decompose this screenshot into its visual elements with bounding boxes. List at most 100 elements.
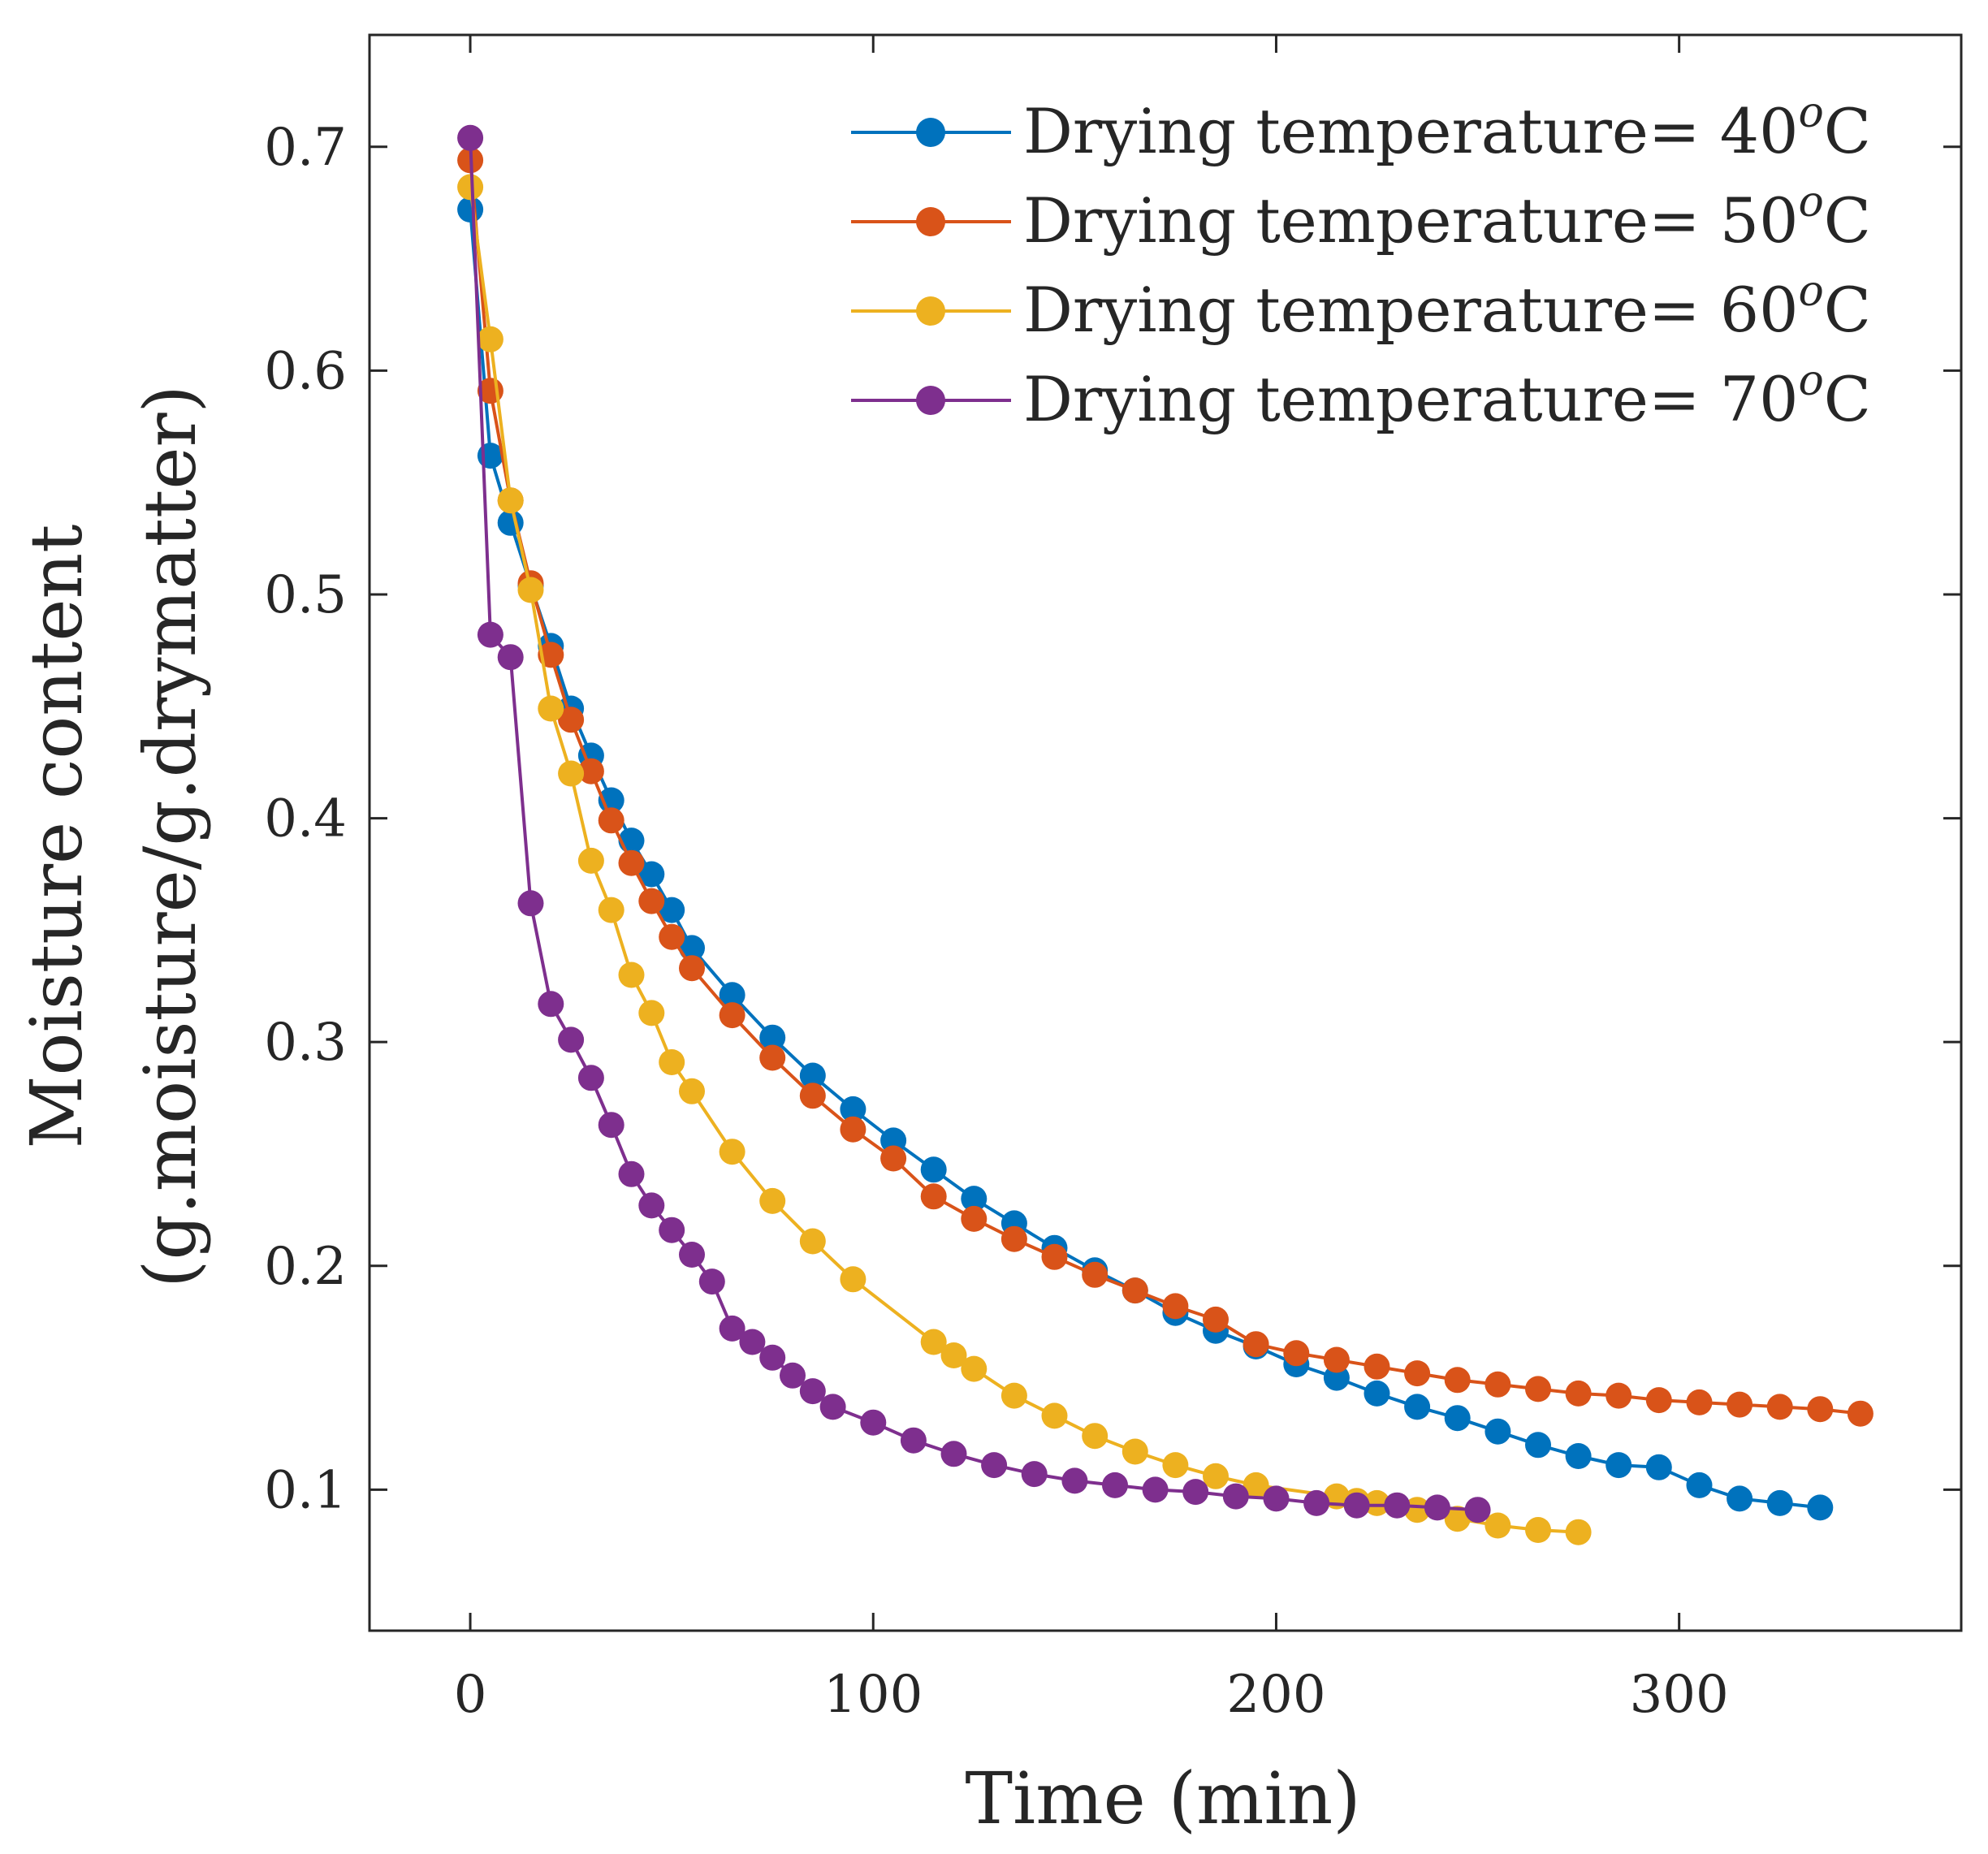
data-point: [558, 1026, 585, 1053]
y-axis-label: Moisture content: [15, 525, 98, 1149]
data-point: [719, 982, 746, 1009]
y-tick-label: 0.7: [264, 118, 347, 178]
data-point: [1364, 1353, 1390, 1380]
data-point: [457, 197, 484, 223]
data-point: [799, 1083, 826, 1109]
legend-marker: [916, 296, 945, 326]
data-point: [1364, 1380, 1390, 1407]
data-point: [1444, 1405, 1471, 1432]
data-point: [1182, 1479, 1209, 1506]
legend-item: Drying temperature= 50oC: [851, 178, 1871, 257]
data-point: [1645, 1454, 1672, 1480]
data-point: [1041, 1402, 1068, 1429]
legend-label-text: Drying temperature= 70: [1023, 363, 1798, 435]
data-point: [1102, 1472, 1128, 1498]
data-point: [1082, 1423, 1109, 1450]
y-tick-label: 0.6: [264, 341, 347, 401]
data-point: [577, 847, 604, 874]
data-point: [1565, 1519, 1592, 1545]
data-point: [659, 1049, 685, 1075]
x-axis-label: Time (min): [965, 1757, 1360, 1840]
y-tick-label: 0.3: [264, 1013, 347, 1073]
data-point: [659, 1217, 685, 1243]
y-tick-label: 0.2: [264, 1237, 347, 1297]
data-point: [1444, 1367, 1471, 1394]
y-tick-label: 0.4: [264, 789, 347, 849]
series-layer: [457, 124, 1873, 1545]
data-point: [880, 1127, 907, 1154]
data-point: [1242, 1472, 1269, 1498]
data-point: [961, 1186, 988, 1212]
data-point: [860, 1409, 887, 1436]
legend-label: Drying temperature= 60oC: [1023, 267, 1871, 346]
data-point: [799, 1062, 826, 1089]
data-point: [1444, 1506, 1471, 1532]
legend-label-text: Drying temperature= 50: [1023, 184, 1798, 257]
data-point: [920, 1329, 947, 1355]
data-point: [1222, 1483, 1249, 1510]
x-tick-label: 200: [1226, 1665, 1325, 1725]
data-point: [1606, 1382, 1632, 1409]
legend-label-superscript: o: [1798, 267, 1823, 316]
legend-label-text: Drying temperature= 40: [1023, 95, 1798, 167]
data-point: [659, 923, 685, 950]
axis-ticks: 0 100 200 300 0.1 0.2 0.3 0.4 0.5 0.6 0.7: [264, 35, 1961, 1725]
data-point: [558, 707, 585, 733]
legend-label-unit: C: [1824, 95, 1871, 167]
data-point: [1766, 1489, 1793, 1516]
series-3: [457, 124, 1491, 1523]
data-point: [638, 861, 665, 888]
legend-marker: [916, 386, 945, 415]
data-point: [1142, 1476, 1169, 1503]
data-point: [477, 621, 503, 648]
data-point: [940, 1342, 967, 1368]
data-point: [1242, 1331, 1269, 1358]
data-point: [1203, 1306, 1229, 1333]
data-point: [759, 1187, 786, 1214]
data-point: [1727, 1485, 1753, 1512]
data-point: [1082, 1261, 1109, 1288]
data-point: [920, 1156, 947, 1183]
data-point: [1485, 1371, 1511, 1398]
data-point: [1847, 1400, 1873, 1427]
data-point: [719, 1002, 746, 1029]
data-point: [759, 1024, 786, 1051]
data-point: [840, 1096, 867, 1122]
legend-item: Drying temperature= 40oC: [851, 89, 1871, 167]
data-point: [577, 1065, 604, 1091]
data-point: [780, 1362, 806, 1389]
data-point: [598, 1112, 624, 1139]
legend-item: Drying temperature= 60oC: [851, 267, 1871, 346]
data-point: [1121, 1438, 1148, 1465]
data-point: [679, 935, 705, 962]
legend-label-superscript: o: [1798, 178, 1823, 227]
legend-label-superscript: o: [1798, 89, 1823, 137]
y-axis-label-units: (g.moisture/g.drymatter): [128, 385, 212, 1288]
data-point: [538, 695, 564, 722]
data-point: [799, 1378, 826, 1405]
data-point: [1766, 1394, 1793, 1420]
legend-label-superscript: o: [1798, 357, 1823, 405]
legend-label-unit: C: [1824, 274, 1871, 346]
data-point: [598, 897, 624, 923]
data-point: [618, 962, 645, 988]
data-point: [1364, 1489, 1390, 1516]
data-point: [1323, 1364, 1350, 1391]
data-point: [840, 1116, 867, 1143]
legend-label-unit: C: [1824, 363, 1871, 435]
legend-label: Drying temperature= 50oC: [1023, 178, 1871, 257]
data-point: [457, 124, 484, 151]
data-point: [1061, 1467, 1088, 1494]
data-point: [719, 1315, 746, 1342]
data-point: [638, 888, 665, 914]
data-point: [1303, 1489, 1330, 1516]
data-point: [1404, 1394, 1431, 1420]
data-point: [799, 1228, 826, 1255]
data-point: [961, 1355, 988, 1382]
data-point: [638, 1000, 665, 1026]
data-point: [659, 897, 685, 923]
legend-marker: [916, 207, 945, 236]
